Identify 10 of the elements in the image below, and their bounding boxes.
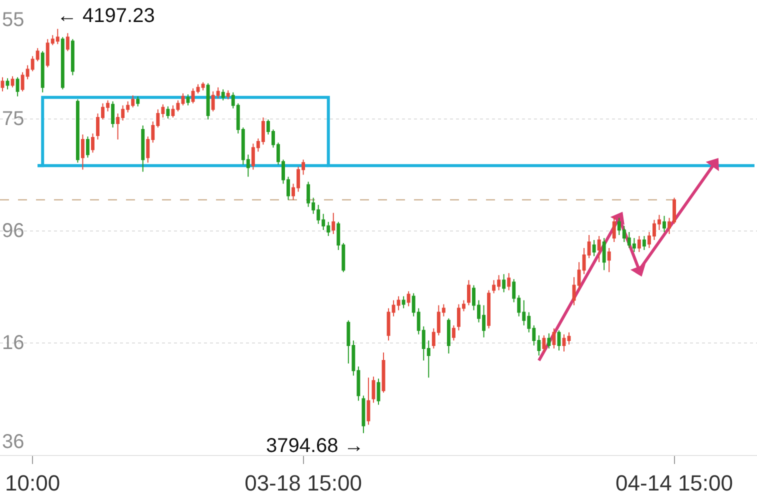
x-tick-label: 03-18 15:00 [244,470,362,496]
annotation: 75 [2,108,24,130]
annotation: 55 [2,9,24,31]
annotation: 16 [2,332,24,354]
x-tick-label: 10:00 [5,470,60,496]
annotation: 36 [2,431,24,453]
x-tick-label: 04-14 15:00 [616,470,733,496]
text: ← 4197.23 [57,5,155,27]
annotation: 96 [2,220,24,242]
text: 3794.68 → [266,435,364,457]
